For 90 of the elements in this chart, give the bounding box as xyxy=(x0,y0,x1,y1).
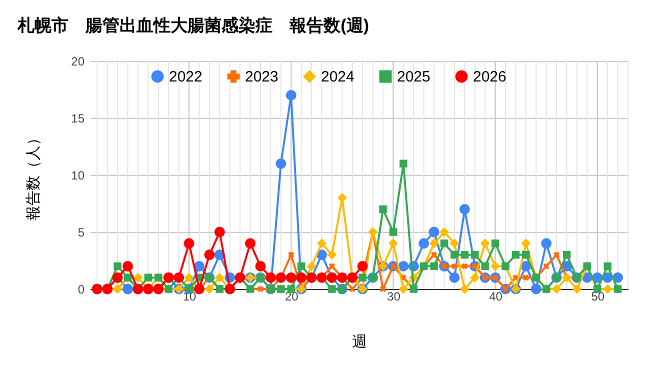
point xyxy=(398,260,409,272)
point xyxy=(418,238,430,249)
point xyxy=(276,158,286,169)
y-tick-label: 0 xyxy=(78,282,85,296)
point xyxy=(255,260,266,272)
point xyxy=(521,238,531,248)
point xyxy=(451,263,458,270)
x-tick-label: 40 xyxy=(489,290,503,304)
x-tick-label: 30 xyxy=(387,290,401,304)
point xyxy=(553,252,560,258)
point xyxy=(480,238,490,248)
point xyxy=(460,250,469,259)
point xyxy=(512,250,520,259)
point xyxy=(297,262,306,270)
point xyxy=(562,250,571,259)
point xyxy=(430,252,438,258)
point xyxy=(204,284,214,294)
y-axis-title: 報告数（人） xyxy=(25,130,42,220)
point xyxy=(460,284,470,294)
point xyxy=(214,272,224,282)
point xyxy=(572,284,582,294)
legend-label: 2025 xyxy=(397,68,430,86)
point xyxy=(328,285,336,293)
point xyxy=(449,272,460,283)
point xyxy=(357,260,368,272)
point xyxy=(336,272,348,283)
point xyxy=(522,250,530,259)
point xyxy=(398,284,408,294)
point xyxy=(389,228,398,236)
point xyxy=(388,238,398,248)
legend-label: 2023 xyxy=(245,68,278,86)
point xyxy=(530,284,542,294)
x-tick-label: 50 xyxy=(591,290,605,304)
point xyxy=(184,272,194,282)
point xyxy=(204,250,215,260)
legend-label: 2022 xyxy=(169,68,202,86)
legend-label: 2024 xyxy=(321,68,354,86)
point xyxy=(400,160,408,168)
point xyxy=(288,252,294,258)
point xyxy=(133,272,143,282)
point xyxy=(481,262,489,270)
point xyxy=(337,193,347,203)
point xyxy=(114,262,122,270)
point xyxy=(543,263,550,270)
point xyxy=(194,260,204,272)
point xyxy=(440,240,448,248)
point xyxy=(430,262,438,270)
point xyxy=(316,238,326,248)
point xyxy=(522,274,530,281)
point xyxy=(491,240,500,248)
point xyxy=(286,90,296,100)
x-axis-title: 週 xyxy=(352,334,367,350)
point xyxy=(184,238,194,249)
point xyxy=(604,262,612,270)
point xyxy=(450,250,458,259)
y-tick-label: 10 xyxy=(71,168,85,182)
point xyxy=(257,286,264,292)
point xyxy=(379,205,387,214)
point xyxy=(286,272,296,283)
point xyxy=(450,238,460,248)
point xyxy=(327,250,337,260)
point xyxy=(214,226,225,238)
legend-label: 2026 xyxy=(473,68,506,86)
point xyxy=(440,227,449,237)
point xyxy=(552,284,562,294)
point xyxy=(349,286,356,292)
point xyxy=(296,272,307,283)
point xyxy=(429,238,439,248)
point xyxy=(380,286,386,292)
x-tick-label: 20 xyxy=(284,290,299,304)
point xyxy=(459,204,470,214)
point xyxy=(462,263,468,270)
y-tick-label: 5 xyxy=(78,226,85,240)
point xyxy=(144,274,152,282)
point xyxy=(470,272,480,282)
point xyxy=(122,260,134,272)
point xyxy=(306,261,316,271)
point xyxy=(602,284,612,294)
point xyxy=(328,263,336,270)
point xyxy=(316,250,327,260)
point xyxy=(490,261,500,271)
y-tick-label: 15 xyxy=(71,112,85,126)
chart-title: 札幌市 腸管出血性大腸菌感染症 報告数(週) xyxy=(16,16,369,35)
point xyxy=(470,250,479,259)
point xyxy=(428,226,440,238)
y-tick-label: 20 xyxy=(71,54,85,68)
point xyxy=(265,272,276,283)
point xyxy=(245,238,256,249)
point xyxy=(122,284,134,294)
point xyxy=(541,238,552,249)
